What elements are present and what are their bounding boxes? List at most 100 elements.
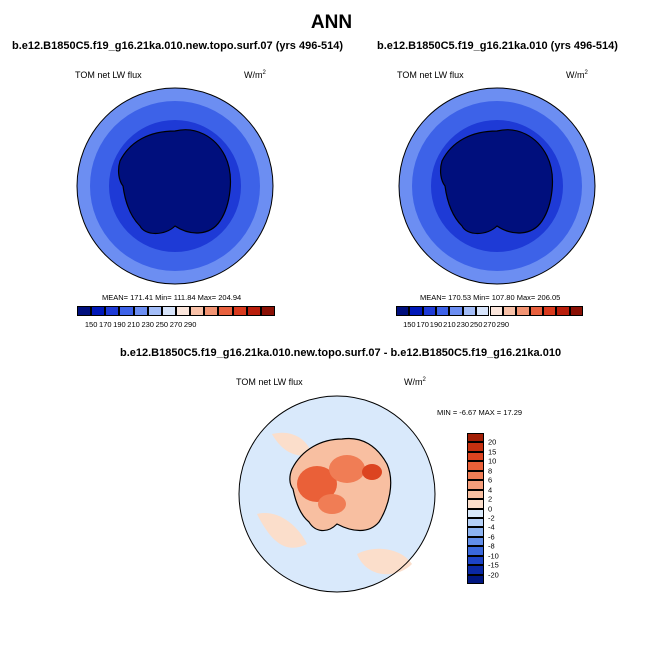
colorbar-swatch: [467, 527, 484, 537]
antarctica-landmass: [439, 129, 553, 235]
colorbar-swatch: [91, 306, 106, 316]
panel-3-map: [238, 395, 436, 593]
colorbar-label: 2: [488, 494, 493, 504]
colorbar-swatch: [569, 306, 583, 316]
colorbar-label: -15: [488, 560, 499, 570]
colorbar-swatch: [467, 565, 484, 575]
colorbar-swatch: [556, 306, 570, 316]
map-border: [398, 87, 596, 285]
anomaly-hotspot: [362, 464, 382, 480]
colorbar-swatch: [467, 555, 484, 566]
colorbar-label: 270: [483, 320, 496, 329]
colorbar-swatch: [396, 306, 410, 316]
panel-1-map: [76, 87, 274, 285]
antarctica-landmass: [289, 437, 392, 532]
colorbar-swatch: [176, 306, 191, 316]
anomaly-region: [357, 548, 412, 575]
colorbar-swatch: [467, 499, 484, 509]
colorbar-label: 150: [84, 320, 98, 329]
anomaly-hotspot: [297, 466, 337, 502]
map-border: [238, 395, 436, 593]
panel-1-stats: MEAN= 171.41 Min= 111.84 Max= 204.94: [102, 293, 242, 302]
colorbar-swatch: [467, 442, 484, 452]
colorbar-label: 170: [416, 320, 429, 329]
colorbar-swatch: [467, 574, 484, 584]
colorbar-swatch: [462, 306, 477, 316]
anomaly-hotspot: [318, 494, 346, 514]
colorbar-swatch: [436, 306, 450, 316]
panel-3-colorbar-labels: 20 15 10 8 6 4 2 0 -2 -4 -6 -8 -10 -15 -20: [488, 433, 518, 584]
panel-2-units: W/m2: [566, 70, 588, 80]
colorbar-label: -6: [488, 532, 495, 542]
colorbar-swatch: [161, 306, 176, 316]
panel-3-units: W/m2: [404, 377, 426, 387]
colorbar-swatch: [502, 306, 517, 316]
colorbar-swatch: [133, 306, 148, 316]
antarctica-landmass: [117, 129, 231, 235]
colorbar-label: 290: [183, 320, 197, 329]
panel-2-colorbar-labels: 150 170 190 210 230 250 270 290: [396, 320, 583, 330]
panel-2-map: [398, 87, 596, 285]
colorbar-swatch: [467, 470, 484, 481]
panel-1-colorbar: [77, 306, 275, 316]
panel-2-variable: TOM net LW flux: [397, 70, 464, 80]
colorbar-label: 250: [469, 320, 483, 329]
colorbar-swatch: [542, 306, 557, 316]
colorbar-label: -8: [488, 541, 495, 551]
colorbar-label: 10: [488, 456, 497, 466]
colorbar-label: -2: [488, 513, 495, 523]
colorbar-swatch: [467, 480, 484, 490]
colorbar-swatch: [467, 508, 484, 518]
colorbar-label: 250: [155, 320, 169, 329]
panel-2-title: b.e12.B1850C5.f19_g16.21ka.010 (yrs 496-…: [377, 40, 618, 52]
colorbar-swatch: [467, 433, 484, 443]
colorbar-label: 0: [488, 504, 493, 513]
panel-2-stats: MEAN= 170.53 Min= 107.80 Max= 206.05: [420, 293, 561, 302]
colorbar-swatch: [516, 306, 530, 316]
colorbar-label: 210: [443, 320, 456, 329]
colorbar-label: -20: [488, 570, 499, 580]
colorbar-label: 230: [456, 320, 470, 329]
colorbar-label: 15: [488, 447, 497, 457]
colorbar-swatch: [467, 517, 484, 528]
panel-1-variable: TOM net LW flux: [75, 70, 142, 80]
map-border: [76, 87, 274, 285]
colorbar-label: 190: [113, 320, 126, 329]
anomaly-region: [257, 513, 307, 548]
figure-title: ANN: [310, 12, 353, 33]
colorbar-label: 8: [488, 466, 493, 476]
colorbar-label: 270: [169, 320, 183, 329]
colorbar-swatch: [422, 306, 437, 316]
colorbar-label: 190: [429, 320, 443, 329]
panel-3-variable: TOM net LW flux: [236, 377, 303, 387]
colorbar-swatch: [147, 306, 162, 316]
colorbar-swatch: [260, 306, 275, 316]
colorbar-swatch: [409, 306, 423, 316]
colorbar-swatch: [476, 306, 490, 316]
colorbar-label: 170: [99, 320, 112, 329]
colorbar-swatch: [105, 306, 120, 316]
panel-1-title: b.e12.B1850C5.f19_g16.21ka.010.new.topo.…: [12, 40, 343, 52]
colorbar-label: 150: [403, 320, 416, 329]
colorbar-swatch: [449, 306, 463, 316]
colorbar-swatch: [467, 461, 484, 471]
colorbar-swatch: [489, 306, 503, 316]
colorbar-swatch: [232, 306, 247, 316]
colorbar-swatch: [218, 306, 233, 316]
panel-1-colorbar-labels: 150 170 190 210 230 250 270 290: [77, 320, 275, 330]
colorbar-swatch: [467, 489, 484, 500]
panel-3-title: b.e12.B1850C5.f19_g16.21ka.010.new.topo.…: [120, 347, 562, 359]
anomaly-hotspot: [329, 455, 365, 483]
colorbar-label: 6: [488, 475, 493, 485]
colorbar-swatch: [467, 546, 484, 556]
panel-1-units: W/m2: [244, 70, 266, 80]
colorbar-label: 210: [127, 320, 140, 329]
colorbar-label: 230: [141, 320, 154, 329]
panel-3-colorbar: [467, 433, 484, 584]
colorbar-swatch: [467, 536, 484, 547]
colorbar-label: -4: [488, 522, 495, 532]
colorbar-label: 4: [488, 485, 493, 495]
colorbar-label: 20: [488, 437, 497, 447]
colorbar-swatch: [246, 306, 261, 316]
panel-3-stats: MIN = -6.67 MAX = 17.29: [437, 408, 523, 417]
